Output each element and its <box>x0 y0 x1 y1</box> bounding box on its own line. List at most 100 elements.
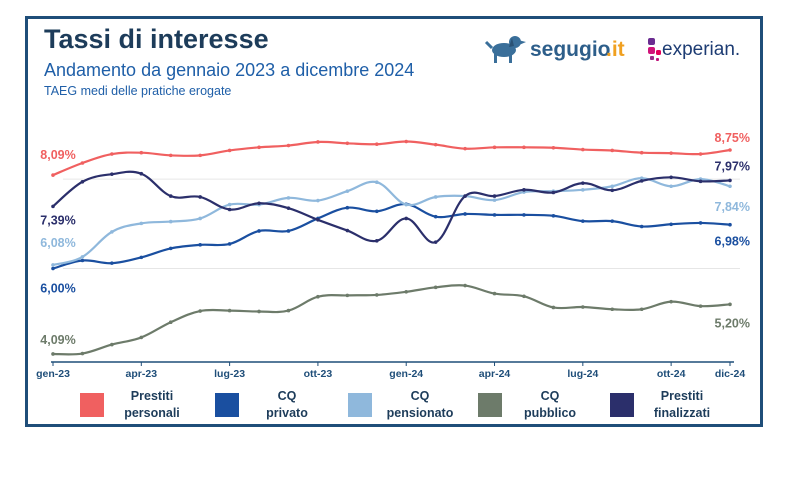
chart-grid <box>63 178 740 270</box>
data-point <box>404 216 409 221</box>
data-point <box>51 173 55 177</box>
data-point <box>198 153 202 158</box>
x-tick-label: gen-23 <box>36 368 70 380</box>
data-point <box>669 175 673 180</box>
data-point <box>110 152 114 156</box>
x-tick-label: apr-23 <box>126 368 158 380</box>
series-line <box>52 170 731 244</box>
data-point <box>551 213 556 218</box>
data-point <box>728 148 732 152</box>
data-point <box>463 146 467 151</box>
data-point <box>669 151 673 155</box>
data-point <box>551 145 556 150</box>
data-point <box>669 222 673 227</box>
chart-title: Tassi di interesse <box>44 24 269 54</box>
experian-dots-icon <box>648 38 661 61</box>
segugio-logo: segugio .it <box>484 36 625 63</box>
series-prestiti-finalizzati <box>51 170 732 244</box>
legend-label-line1: CQ <box>410 389 430 403</box>
data-point <box>669 184 673 189</box>
data-point <box>492 145 497 150</box>
series-line <box>52 140 731 177</box>
data-point <box>610 148 615 153</box>
data-point <box>168 153 173 158</box>
data-point <box>581 305 585 309</box>
x-tick-label: lug-24 <box>567 368 598 380</box>
experian-logo: experian. <box>648 38 740 61</box>
data-point <box>345 141 350 146</box>
chart-note: TAEG medi delle pratiche erogate <box>44 84 232 98</box>
data-point <box>433 195 438 199</box>
data-point <box>698 152 703 156</box>
data-point <box>492 198 497 202</box>
legend-label: Prestiti finalizzati <box>642 388 722 422</box>
legend-label: Prestiti personali <box>112 388 192 422</box>
data-point <box>610 184 615 189</box>
data-point <box>374 209 379 214</box>
dog-icon <box>484 36 526 63</box>
data-point <box>168 320 173 325</box>
data-point <box>286 143 291 148</box>
value-label: 5,20% <box>715 316 750 330</box>
data-point <box>345 205 350 210</box>
legend-label-line1: CQ <box>277 389 297 403</box>
legend-label-line2: pubblico <box>523 406 577 420</box>
data-point <box>198 195 202 199</box>
data-point <box>227 148 232 153</box>
data-point <box>257 309 261 314</box>
chart-legend: Prestiti personali CQ privato CQ pensionato CQ… <box>80 385 740 425</box>
value-label: 7,97% <box>715 159 750 173</box>
data-point <box>404 202 409 207</box>
data-point <box>581 181 585 185</box>
data-point <box>51 352 55 356</box>
data-point <box>669 299 673 304</box>
x-axis: gen-23 apr-23 lug-23 ott-23 gen-24 apr-24 lug-… <box>36 361 745 380</box>
data-point <box>433 214 438 219</box>
series-line <box>52 177 731 267</box>
x-tick-label: ott-23 <box>304 368 333 380</box>
data-point <box>257 145 261 150</box>
data-point <box>492 213 497 217</box>
legend-swatch <box>215 393 239 417</box>
data-point <box>316 217 320 222</box>
data-point <box>522 294 526 299</box>
data-point <box>286 308 291 313</box>
series-cq-pubblico <box>51 283 732 356</box>
data-point <box>227 242 232 246</box>
data-point <box>610 307 615 312</box>
chart-subtitle: Andamento da gennaio 2023 a dicembre 202… <box>44 60 415 80</box>
value-label: 4,09% <box>40 333 75 347</box>
data-point <box>551 190 556 195</box>
legend-label-line2: privato <box>266 406 308 420</box>
value-label: 7,39% <box>40 213 75 227</box>
data-point <box>698 179 703 184</box>
value-label: 7,84% <box>715 200 750 214</box>
data-point <box>639 150 644 155</box>
data-point <box>728 178 732 183</box>
data-point <box>51 204 55 209</box>
data-point <box>374 239 379 243</box>
x-tick-label: gen-24 <box>389 368 423 380</box>
data-point <box>51 266 55 271</box>
segugio-logo-text: segugio <box>530 38 611 61</box>
data-point <box>168 246 173 251</box>
data-point <box>80 351 85 356</box>
series-cq-privato <box>51 202 732 271</box>
series-line <box>52 203 731 270</box>
legend-label: CQ privato <box>247 388 327 422</box>
data-point <box>198 309 202 313</box>
data-point <box>581 188 585 192</box>
data-point <box>51 263 55 267</box>
data-point <box>286 229 291 233</box>
data-point <box>198 243 202 247</box>
value-label: 8,75% <box>715 131 750 145</box>
data-point <box>374 293 379 297</box>
legend-label-line1: CQ <box>540 389 560 403</box>
data-point <box>374 142 379 147</box>
data-point <box>404 290 409 294</box>
value-label: 6,00% <box>40 282 75 296</box>
data-point <box>433 240 438 244</box>
data-point <box>463 194 467 198</box>
legend-label-line1: Prestiti <box>660 389 704 403</box>
